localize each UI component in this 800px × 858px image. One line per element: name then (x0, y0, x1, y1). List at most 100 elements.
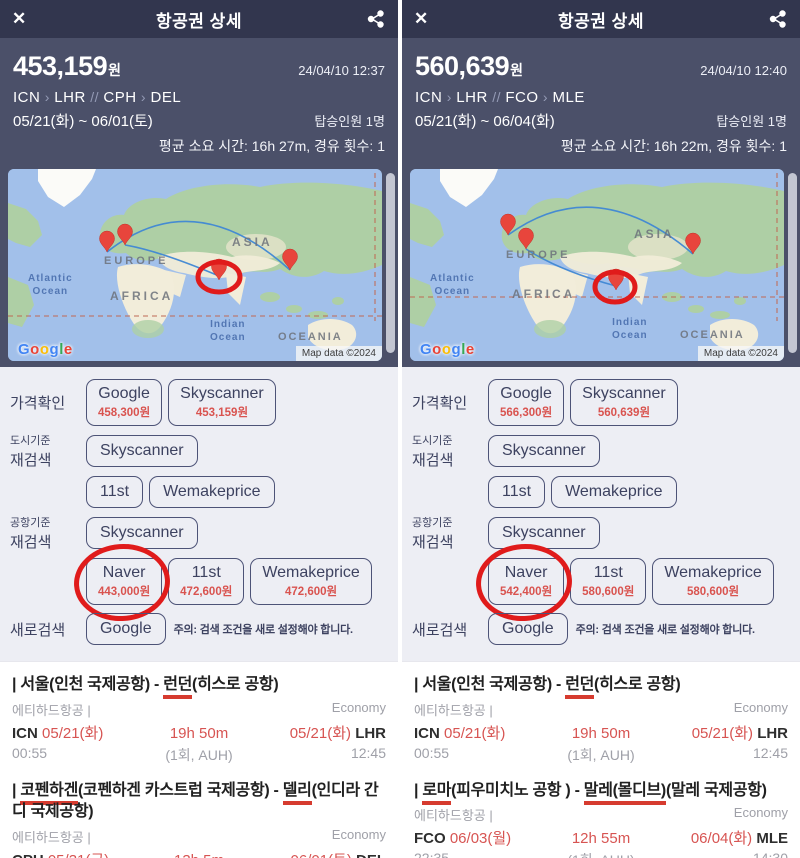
wemakeprice-button[interactable]: Wemakeprice 472,600원 (250, 558, 372, 605)
dep-code: ICN (12, 724, 38, 742)
store-price: 472,600원 (180, 586, 233, 598)
flight-detail-panel-left: ✕ 항공권 상세 453,159 원 24/04/10 12:37 ICN › L… (0, 0, 398, 858)
wemakeprice-button[interactable]: Wemakeprice (551, 476, 677, 508)
map-label-indian: Indian Ocean (612, 317, 648, 341)
store-price: 472,600원 (284, 586, 338, 598)
arr-date: 05/21(화) (289, 724, 352, 742)
search-timestamp: 24/04/10 12:40 (700, 63, 787, 78)
dep-date: 05/21(화) (444, 724, 506, 742)
share-icon[interactable] (768, 9, 788, 29)
google-button[interactable]: Google 566,300원 (488, 379, 565, 426)
city-research-buttons-row1: Skyscanner (86, 435, 198, 467)
naver-button[interactable]: Naver 542,400원 (488, 558, 565, 605)
11st-button[interactable]: 11st (488, 476, 546, 508)
city-research-buttons-row2: 11st Wemakeprice (86, 476, 275, 508)
price-check-buttons: Google 458,300원 Skyscanner 453,159원 (86, 379, 276, 426)
airport-research-buttons-row1: Skyscanner (488, 517, 600, 549)
dep-date: 05/21(화) (42, 724, 104, 742)
page-title: 항공권 상세 (558, 11, 644, 31)
skyscanner-button[interactable]: Skyscanner (488, 517, 600, 549)
store-label: Skyscanner (582, 385, 666, 402)
store-label: Wemakeprice (664, 564, 762, 581)
airline-name: 에티하드항공 | (12, 702, 91, 718)
close-icon[interactable]: ✕ (12, 9, 36, 29)
arr-code: MLE (756, 830, 789, 848)
wemakeprice-button[interactable]: Wemakeprice (149, 476, 275, 508)
store-label: Naver (102, 564, 146, 581)
cabin-class: Economy (331, 699, 386, 715)
map-pin (685, 232, 701, 255)
trip-dates: 05/21(화) ~ 06/01(토) (13, 113, 153, 130)
flight-segment: | 서울(인천 국제공항) - 런던(히스로 공항) 에티하드항공 | Econo… (414, 674, 788, 765)
close-icon[interactable]: ✕ (414, 9, 438, 29)
store-label: Skyscanner (502, 442, 586, 459)
map-pin (518, 227, 534, 250)
duration: 13h 5m (146, 852, 253, 858)
11st-button[interactable]: 11st 580,600원 (570, 558, 647, 605)
header-bar: ✕ 항공권 상세 (402, 0, 800, 38)
11st-button[interactable]: 11st 472,600원 (168, 558, 245, 605)
dep-code: ICN (414, 724, 440, 742)
map-label-europe: EUROPE (104, 255, 169, 267)
map-label-africa: AFRICA (512, 287, 576, 301)
label-new-search: 새로검색 (10, 621, 66, 639)
store-label: 11st (593, 564, 623, 581)
skyscanner-button[interactable]: Skyscanner (488, 435, 600, 467)
currency-suffix: 원 (108, 62, 121, 78)
flight-arc (525, 248, 617, 287)
arr-code: DEL (356, 852, 386, 858)
google-button[interactable]: Google 458,300원 (86, 379, 163, 426)
avg-duration: 평균 소요 시간: 16h 27m, 경유 횟수: 1 (158, 138, 385, 154)
skyscanner-button[interactable]: Skyscanner (86, 517, 198, 549)
scrollbar[interactable] (386, 173, 395, 353)
map-label-europe: EUROPE (506, 249, 571, 261)
duration: 19h 50m (571, 724, 631, 742)
new-search-buttons: Google (86, 613, 166, 645)
google-button[interactable]: Google (86, 613, 166, 645)
store-price: 580,600원 (686, 586, 740, 598)
stops: (1회, AUH) (548, 850, 655, 858)
cabin-class: Economy (733, 805, 788, 821)
flight-segment: | 로마(피우미치노 공항 ) - 말레(몰디브)(말레 국제공항) 에티하드항… (414, 780, 788, 858)
google-logo: Google (18, 341, 73, 358)
world-map[interactable]: Atlantic Ocean EUROPE AFRICA ASIA Indian… (410, 169, 784, 361)
passenger-count: 탑승인원 1명 (716, 114, 787, 129)
total-price: 453,159 (13, 51, 108, 81)
flight-segments-section: | 서울(인천 국제공항) - 런던(히스로 공항) 에티하드항공 | Econo… (402, 661, 800, 858)
store-label: Naver (504, 564, 548, 581)
skyscanner-button[interactable]: Skyscanner (86, 435, 198, 467)
store-label: 11st (191, 564, 221, 581)
map-label-oceania: OCEANIA (278, 331, 343, 343)
skyscanner-button[interactable]: Skyscanner 560,639원 (570, 379, 678, 426)
cabin-class: Economy (733, 699, 788, 715)
store-label: Google (100, 620, 152, 637)
scrollbar[interactable] (788, 173, 797, 353)
airline-name: 에티하드항공 | (414, 702, 493, 718)
airport-research-buttons-row1: Skyscanner (86, 517, 198, 549)
share-icon[interactable] (366, 9, 386, 29)
naver-button[interactable]: Naver 443,000원 (86, 558, 163, 605)
flight-segment: | 서울(인천 국제공항) - 런던(히스로 공항) 에티하드항공 | Econo… (12, 674, 386, 765)
arr-date: 05/21(화) (691, 724, 754, 742)
store-price: 453,159원 (195, 407, 249, 419)
wemakeprice-button[interactable]: Wemakeprice 580,600원 (652, 558, 774, 605)
map-pin (99, 230, 115, 253)
label-airport-research: 공항기준 재검색 (10, 517, 52, 551)
arr-time: 14:30 (654, 850, 788, 858)
google-button[interactable]: Google (488, 613, 568, 645)
search-note: 주의: 검색 조건을 새로 설정해야 합니다. (575, 624, 756, 636)
label-new-search: 새로검색 (412, 621, 468, 639)
segment-title: | 로마(피우미치노 공항 ) - 말레(몰디브)(말레 국제공항) (414, 780, 788, 805)
route-codes: ICN › LHR // CPH › DEL (13, 89, 182, 106)
dep-code: CPH (12, 852, 44, 858)
world-map[interactable]: Atlantic Ocean EUROPE AFRICA ASIA Indian… (8, 169, 382, 361)
dep-time: 22:35 (414, 850, 548, 858)
map-attribution: Map data ©2024 (295, 346, 382, 361)
airport-research-buttons-row2: Naver 542,400원 11st 580,600원 Wemakeprice 580,… (488, 558, 774, 605)
arr-code: LHR (355, 724, 387, 742)
map-label-asia: ASIA (634, 227, 675, 241)
store-label: Google (98, 385, 150, 402)
arr-time: 12:45 (752, 744, 789, 761)
skyscanner-button[interactable]: Skyscanner 453,159원 (168, 379, 276, 426)
11st-button[interactable]: 11st (86, 476, 144, 508)
